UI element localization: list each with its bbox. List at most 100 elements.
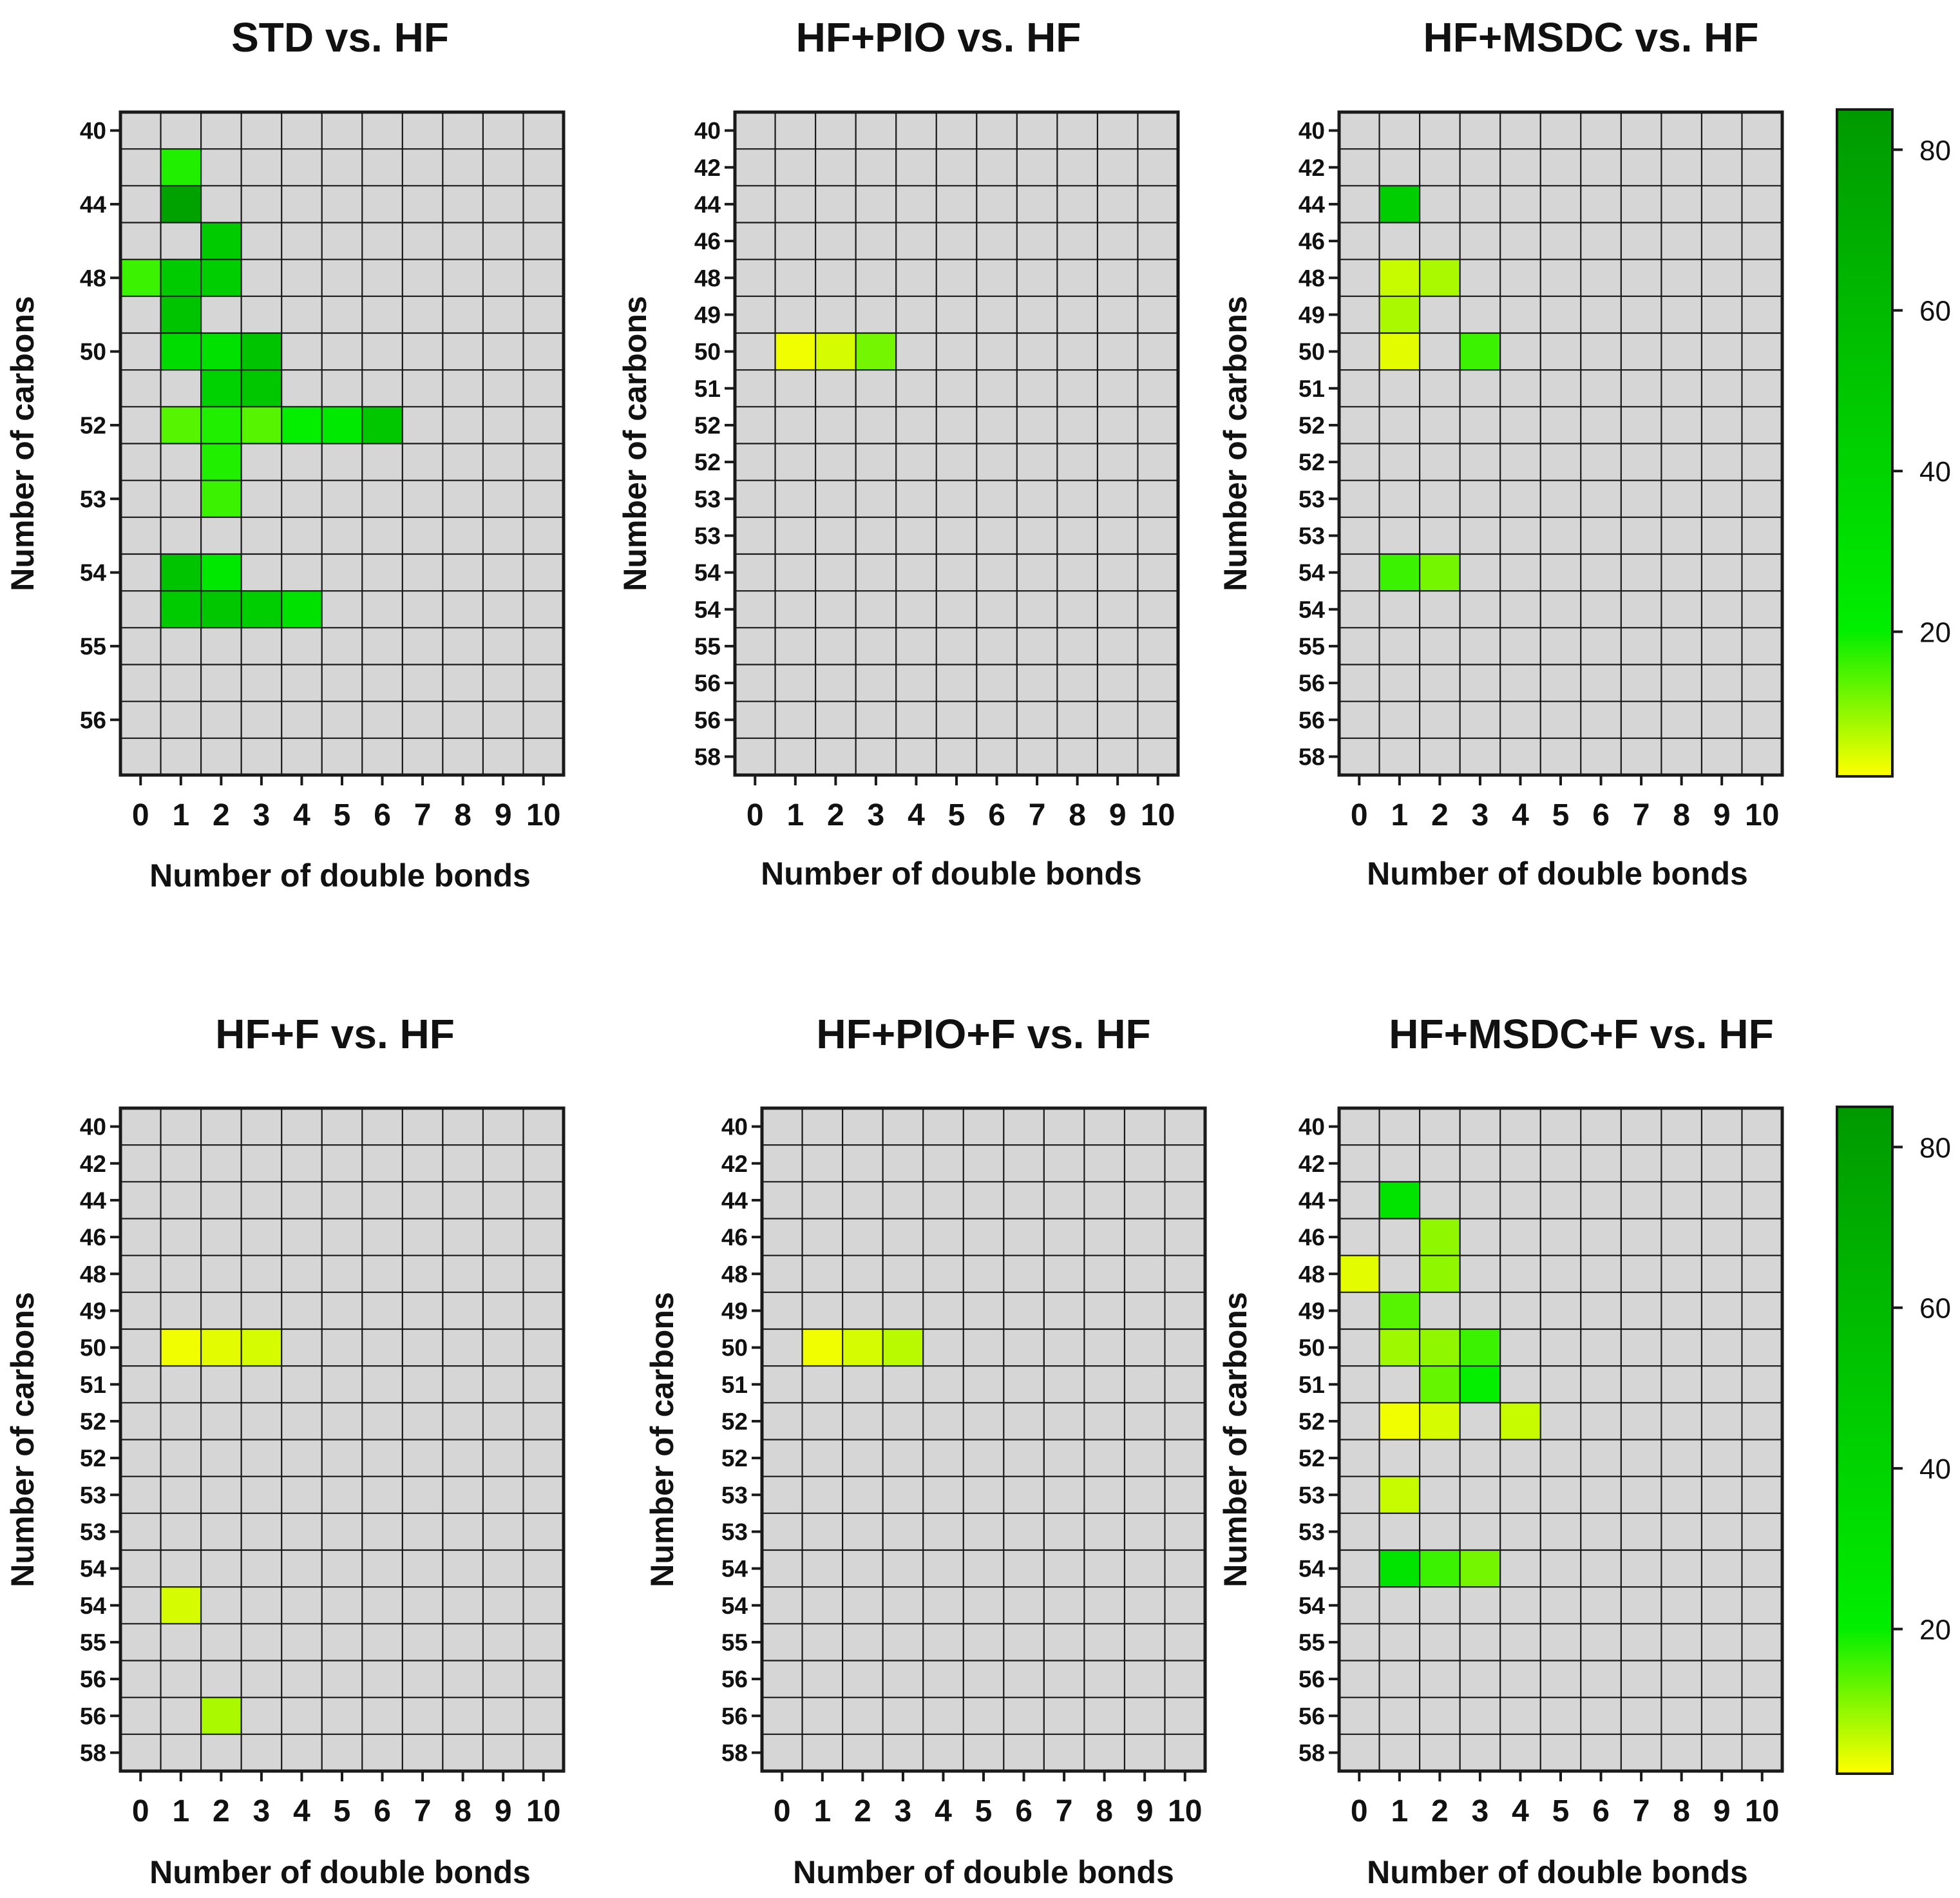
heatmap-cell	[1379, 1550, 1420, 1587]
y-tick-label: 44	[721, 1187, 748, 1214]
heatmap-cell	[281, 407, 322, 444]
x-tick-label: 9	[1109, 798, 1127, 832]
y-tick-label: 50	[1299, 1335, 1325, 1361]
heatmap-cell	[241, 591, 282, 628]
y-tick-label: 48	[80, 1261, 106, 1287]
x-tick-label: 7	[1029, 798, 1046, 832]
heatmap-cell	[1460, 1366, 1501, 1403]
x-tick-label: 7	[1633, 1794, 1650, 1828]
x-tick-label: 9	[495, 1794, 512, 1828]
x-tick-label: 4	[908, 798, 925, 832]
heatmap-cell	[855, 333, 897, 370]
x-tick-label: 4	[293, 1794, 310, 1828]
heatmap-cell	[1420, 1403, 1460, 1440]
heatmap-cell	[160, 259, 202, 296]
y-tick-label: 53	[1299, 1519, 1325, 1545]
heatmap-cell	[201, 370, 242, 407]
y-tick-label: 48	[80, 265, 106, 291]
heatmap-panel-2: HF+PIO vs. HF404244464849505152525353545…	[617, 14, 1180, 892]
y-tick-label: 53	[80, 486, 106, 512]
y-tick-label: 48	[694, 265, 721, 291]
y-tick-label: 56	[694, 707, 721, 733]
x-tick-label: 0	[1351, 798, 1368, 832]
y-tick-label: 51	[1299, 376, 1325, 402]
heatmap-cell	[201, 222, 242, 260]
heatmap-cell	[1379, 1329, 1420, 1366]
y-tick-label: 44	[80, 191, 107, 218]
y-axis-label: Number of carbons	[5, 296, 41, 591]
colorbar-2: 20 40 60 80	[1836, 1106, 1951, 1775]
x-tick-label: 7	[1633, 798, 1650, 832]
x-tick-label: 1	[1391, 1794, 1408, 1828]
colorbar-tick-label: 40	[1919, 1453, 1951, 1485]
x-tick-label: 8	[454, 798, 471, 832]
x-tick-label: 1	[172, 798, 189, 832]
y-tick-label: 58	[721, 1740, 748, 1766]
heatmap-cell	[201, 333, 242, 370]
y-tick-label: 42	[1299, 1151, 1325, 1177]
y-tick-label: 53	[694, 486, 721, 512]
x-tick-label: 1	[1391, 798, 1408, 832]
y-tick-label: 56	[721, 1703, 748, 1729]
y-tick-label: 46	[1299, 1224, 1325, 1251]
y-tick-label: 51	[80, 1372, 106, 1398]
x-tick-label: 3	[253, 1794, 271, 1828]
heatmap-cell	[1379, 333, 1420, 370]
y-tick-label: 54	[694, 560, 721, 586]
x-tick-label: 6	[1592, 798, 1610, 832]
x-tick-label: 10	[1141, 798, 1175, 832]
y-tick-label: 52	[694, 449, 721, 475]
y-tick-label: 54	[1299, 597, 1326, 623]
x-tick-label: 6	[374, 798, 391, 832]
colorbar-tick-label: 20	[1919, 617, 1951, 649]
y-tick-label: 42	[1299, 155, 1325, 181]
x-tick-label: 5	[334, 798, 351, 832]
x-tick-label: 8	[1673, 1794, 1690, 1828]
x-tick-label: 9	[1136, 1794, 1154, 1828]
heatmap-cell	[1420, 1550, 1460, 1587]
heatmap-cell	[201, 554, 242, 591]
y-tick-label: 40	[721, 1114, 748, 1140]
y-tick-label: 51	[1299, 1372, 1325, 1398]
y-tick-label: 40	[80, 1114, 106, 1140]
y-axis-label: Number of carbons	[617, 296, 653, 591]
heatmap-cell	[1379, 1182, 1420, 1219]
y-tick-label: 52	[721, 1445, 748, 1471]
y-tick-label: 55	[80, 1629, 106, 1656]
y-tick-label: 42	[721, 1151, 748, 1177]
y-tick-label: 40	[694, 118, 721, 144]
x-tick-label: 0	[747, 798, 764, 832]
y-axis-label: Number of carbons	[5, 1292, 41, 1587]
heatmap-cell	[201, 591, 242, 628]
heatmap-cell	[281, 591, 322, 628]
y-tick-label: 50	[694, 339, 721, 365]
colorbar-gradient	[1836, 108, 1894, 778]
y-tick-label: 56	[1299, 1666, 1325, 1692]
x-tick-label: 2	[1431, 1794, 1449, 1828]
heatmap-cell	[160, 333, 202, 370]
x-tick-label: 6	[988, 798, 1005, 832]
y-tick-label: 52	[80, 1408, 106, 1435]
y-tick-label: 54	[80, 1593, 107, 1619]
heatmap-cell	[1500, 1403, 1541, 1440]
y-tick-label: 48	[1299, 1261, 1325, 1287]
y-axis-label: Number of carbons	[644, 1292, 680, 1587]
x-tick-label: 2	[213, 1794, 230, 1828]
colorbar-tick-label: 60	[1919, 296, 1951, 327]
y-tick-label: 49	[1299, 1298, 1325, 1324]
heatmap-cell	[321, 407, 363, 444]
panel-title: HF+F vs. HF	[215, 1011, 455, 1057]
y-tick-label: 55	[80, 633, 106, 660]
heatmap-cell	[201, 480, 242, 517]
heatmap-cell	[160, 407, 202, 444]
y-tick-label: 56	[1299, 707, 1325, 733]
y-tick-label: 40	[1299, 1114, 1325, 1140]
heatmap-cell	[1460, 1550, 1501, 1587]
x-tick-label: 2	[213, 798, 230, 832]
x-tick-label: 4	[1512, 1794, 1529, 1828]
heatmap-cell	[1420, 1218, 1460, 1256]
y-tick-label: 56	[1299, 1703, 1325, 1729]
x-tick-label: 3	[895, 1794, 912, 1828]
x-tick-label: 8	[1096, 1794, 1113, 1828]
